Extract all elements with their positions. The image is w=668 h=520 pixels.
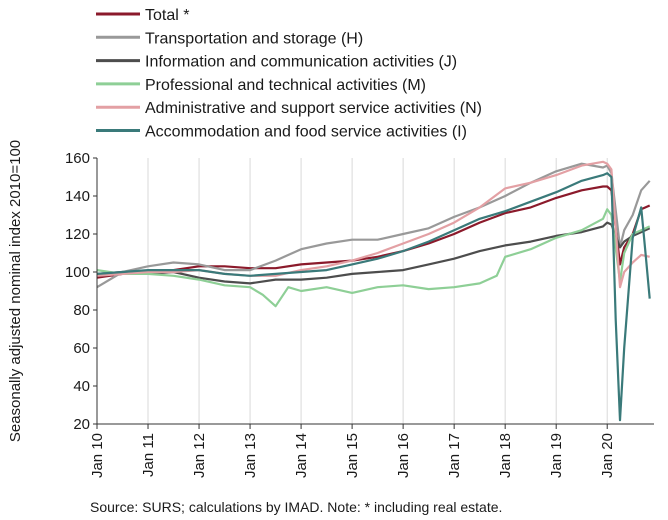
y-tick-label: 120 — [65, 226, 90, 243]
y-ticks: 20 40 60 80 100 120 140 160 — [65, 150, 97, 433]
y-tick-label: 100 — [65, 264, 90, 281]
series-line-2 — [96, 162, 651, 289]
legend-label: Total * — [145, 7, 189, 24]
legend-label: Transportation and storage (H) — [145, 30, 363, 47]
y-tick-label: 80 — [73, 302, 90, 319]
y-tick-label: 20 — [73, 416, 90, 433]
legend-label: Professional and technical activities (M… — [145, 77, 426, 94]
legend-label: Information and communication activities… — [145, 54, 457, 71]
x-tick-label: Jan 10 — [89, 433, 106, 478]
axes — [96, 158, 654, 425]
x-tick-label: Jan 15 — [344, 433, 361, 478]
y-axis-title: Seasonally adjusted nominal index 2010=1… — [7, 140, 24, 442]
x-tick-label: Jan 18 — [497, 433, 514, 478]
x-tick-label: Jan 19 — [548, 433, 565, 478]
x-tick-label: Jan 17 — [446, 433, 463, 478]
series-line-3 — [96, 221, 651, 285]
legend: Total * Transportation and storage (H) Inf… — [96, 7, 482, 141]
y-tick-label: 140 — [65, 188, 90, 205]
source-note: Source: SURS; calculations by IMAD. Note… — [90, 499, 502, 515]
grid — [96, 158, 608, 424]
legend-label: Administrative and support service activ… — [145, 100, 482, 117]
y-tick-label: 60 — [73, 340, 90, 357]
x-tick-label: Jan 11 — [140, 433, 157, 477]
x-tick-label: Jan 12 — [191, 433, 208, 478]
series-group — [96, 160, 651, 422]
x-tick-label: Jan 16 — [395, 433, 412, 478]
series-line-4 — [96, 208, 651, 308]
y-tick-label: 160 — [65, 150, 90, 167]
x-tick-label: Jan 13 — [242, 433, 259, 478]
y-tick-label: 40 — [73, 378, 90, 395]
legend-label: Accommodation and food service activitie… — [145, 124, 467, 141]
x-tick-label: Jan 20 — [599, 433, 616, 478]
series-line-6 — [96, 172, 651, 422]
x-tick-label: Jan 14 — [293, 433, 310, 478]
x-ticks: Jan 10 Jan 11 Jan 12 Jan 13 Jan 14 Jan 15 Jan … — [89, 424, 616, 478]
